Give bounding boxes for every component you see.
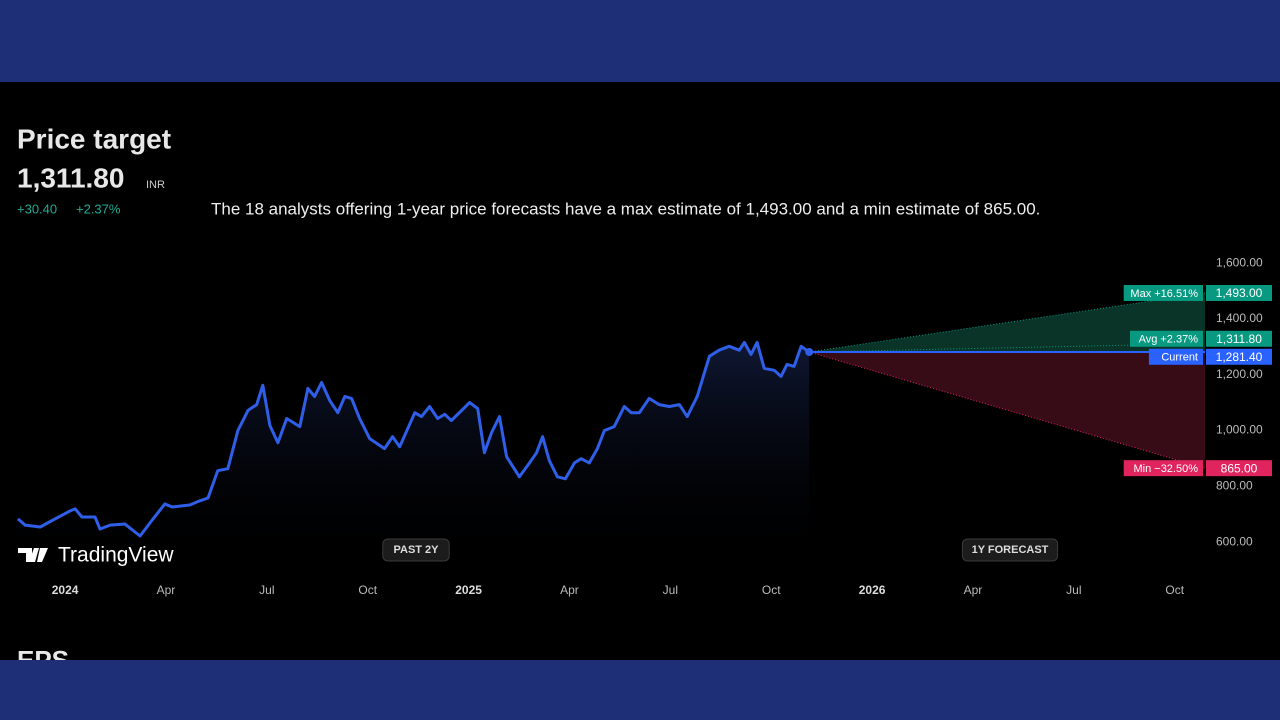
- tag-value: 1,493.00: [1216, 286, 1263, 300]
- y-tick-label: 800.00: [1216, 478, 1253, 492]
- change-percent: +2.37%: [76, 201, 121, 216]
- x-tick-label: Oct: [1165, 583, 1184, 597]
- y-tick-label: 600.00: [1216, 534, 1253, 548]
- y-tick-label: 1,200.00: [1216, 367, 1263, 381]
- chart: 600.00 800.00 1,000.00 1,200.00 1,400.00 1,60…: [17, 255, 1272, 597]
- title: Price target: [17, 123, 171, 154]
- x-tick-label: Apr: [964, 583, 983, 597]
- x-tick-label: Oct: [358, 583, 377, 597]
- tag-value-bg: [1206, 284, 1272, 301]
- watermark: TradingView: [58, 544, 174, 567]
- y-tick-label: 1,400.00: [1216, 311, 1263, 325]
- tag-value-bg: [1206, 348, 1272, 365]
- y-tick-label: 1,600.00: [1216, 255, 1263, 269]
- x-tick-label: 2026: [859, 583, 886, 597]
- area: [18, 342, 810, 570]
- x-tick-label: 2024: [52, 583, 79, 597]
- period-pill: [961, 538, 1059, 562]
- x-tick-label: Jul: [663, 583, 678, 597]
- period-label: 1Y FORECAST: [972, 544, 1049, 556]
- tag-value-bg: [1206, 330, 1272, 347]
- tag-value: 1,281.40: [1216, 350, 1263, 364]
- price: 1,311.80: [17, 162, 124, 193]
- tag-label: Max +16.51%: [1130, 288, 1198, 300]
- tag-label-bg: [1123, 284, 1203, 301]
- tag-label-bg: [1123, 460, 1203, 477]
- x-tick-label: Apr: [560, 583, 579, 597]
- x-tick-label: Apr: [157, 583, 176, 597]
- x-tick-label: Jul: [259, 583, 274, 597]
- tag-value-bg: [1206, 460, 1272, 477]
- max-line: [809, 292, 1206, 353]
- tag-label: Avg +2.37%: [1139, 334, 1199, 346]
- period-pill: [382, 538, 450, 562]
- logo-icon: [18, 548, 48, 562]
- x-tick-label: 2025: [455, 583, 482, 597]
- tag-label-bg: [1130, 330, 1203, 347]
- currency: INR: [146, 179, 165, 191]
- tag-label-bg: [1148, 348, 1203, 365]
- logo: TradingView: [18, 544, 174, 567]
- top-band: [0, 0, 1280, 82]
- upside-area: [809, 292, 1205, 353]
- tag-label: Min −32.50%: [1133, 463, 1198, 475]
- period-label: PAST 2Y: [393, 544, 439, 556]
- bottom-band: [0, 660, 1280, 720]
- description: The 18 analysts offering 1-year price fo…: [211, 199, 1040, 218]
- change: +30.40: [17, 201, 57, 216]
- tag-value: 865.00: [1221, 461, 1258, 475]
- tag-value: 1,311.80: [1216, 332, 1262, 346]
- price-line: [17, 340, 811, 538]
- y-tick-label: 1,000.00: [1216, 423, 1263, 437]
- downside-area: [809, 352, 1205, 469]
- x-tick-label: Jul: [1066, 583, 1081, 597]
- x-tick-label: Oct: [762, 583, 781, 597]
- tag-label: Current: [1161, 352, 1198, 364]
- current-dot: [805, 348, 814, 357]
